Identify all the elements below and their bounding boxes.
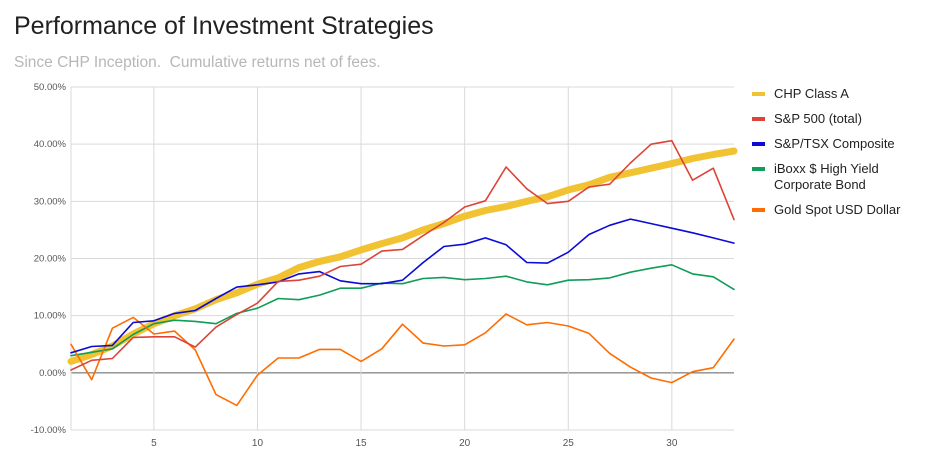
legend-label: iBoxx $ High Yield Corporate Bond bbox=[774, 161, 879, 192]
legend-item: CHP Class A bbox=[752, 86, 927, 102]
y-tick-label: 50.00% bbox=[34, 82, 67, 93]
legend-label: Gold Spot USD Dollar bbox=[774, 202, 901, 217]
x-tick-label: 5 bbox=[151, 438, 157, 449]
chart-legend: CHP Class A S&P 500 (total) S&P/TSX Compos… bbox=[752, 86, 927, 227]
y-tick-label: -10.00% bbox=[31, 425, 67, 436]
series-lines bbox=[67, 139, 738, 407]
y-tick-label: 20.00% bbox=[34, 254, 67, 265]
legend-swatch bbox=[752, 167, 765, 171]
x-tick-label: 15 bbox=[356, 438, 368, 449]
y-tick-label: 0.00% bbox=[39, 368, 66, 379]
legend-label: S&P 500 (total) bbox=[774, 111, 862, 126]
x-tick-label: 10 bbox=[252, 438, 264, 449]
x-axis-ticks: 5 10 15 20 25 30 bbox=[151, 438, 678, 449]
x-tick-label: 30 bbox=[666, 438, 678, 449]
y-axis-ticks: -10.00% 0.00% 10.00% 20.00% 30.00% 40.00% 50.0… bbox=[31, 82, 67, 436]
y-tick-label: 10.00% bbox=[34, 311, 67, 322]
series-line-iboxx-high-yield-corporate-bond bbox=[70, 263, 735, 357]
chart-subtitle: Since CHP Inception. Cumulative returns … bbox=[14, 54, 381, 71]
legend-item: S&P 500 (total) bbox=[752, 111, 927, 127]
y-tick-label: 40.00% bbox=[34, 139, 67, 150]
x-tick-label: 20 bbox=[459, 438, 471, 449]
series-line-s-p-tsx-composite bbox=[70, 218, 735, 354]
legend-swatch bbox=[752, 117, 765, 121]
legend-swatch bbox=[752, 92, 765, 96]
legend-label: S&P/TSX Composite bbox=[774, 136, 895, 151]
grid-lines bbox=[70, 86, 734, 431]
series-line-chp-class-a bbox=[67, 147, 738, 365]
legend-swatch bbox=[752, 142, 765, 146]
legend-item: Gold Spot USD Dollar bbox=[752, 202, 927, 218]
legend-item: iBoxx $ High Yield Corporate Bond bbox=[752, 161, 927, 193]
legend-item: S&P/TSX Composite bbox=[752, 136, 927, 152]
x-tick-label: 25 bbox=[563, 438, 575, 449]
series-line-s-p-500-total bbox=[70, 139, 735, 371]
y-tick-label: 30.00% bbox=[34, 196, 67, 207]
chart-title: Performance of Investment Strategies bbox=[14, 12, 434, 40]
series-line-gold-spot-usd-dollar bbox=[70, 313, 735, 407]
legend-label: CHP Class A bbox=[774, 86, 849, 101]
legend-swatch bbox=[752, 208, 765, 212]
